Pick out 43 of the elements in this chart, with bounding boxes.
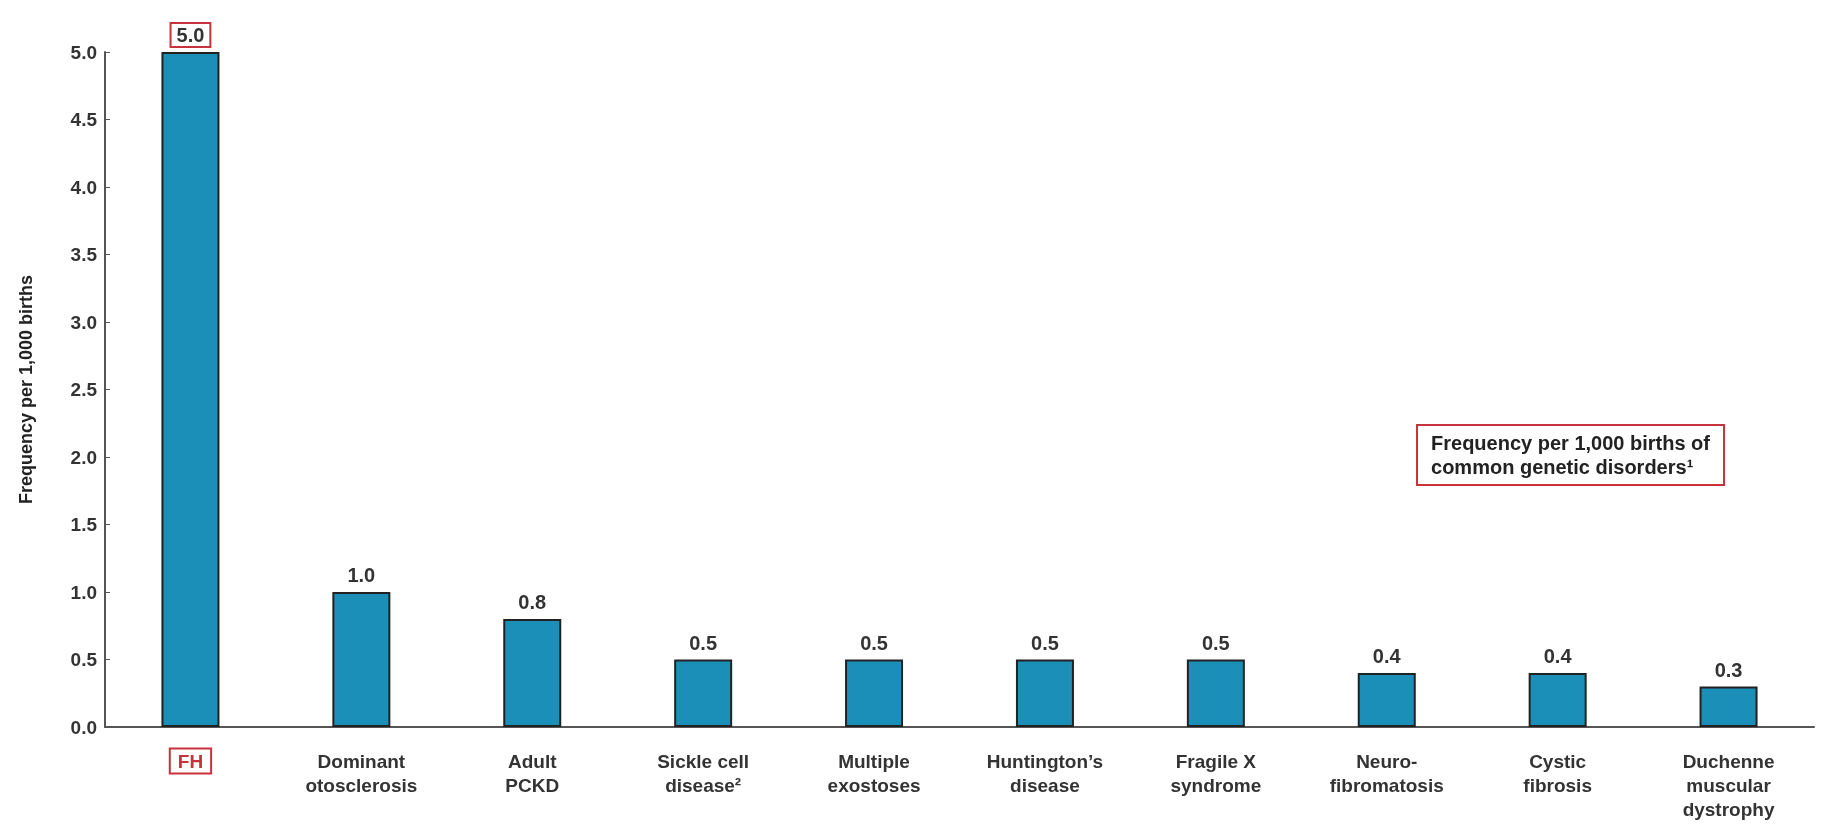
bar — [1699, 686, 1758, 727]
x-tick-label: FH — [177, 750, 204, 772]
x-tick-label: Multiple exostoses — [827, 750, 921, 796]
data-label: 0.5 — [860, 631, 888, 654]
x-tick-label: Cystic fibrosis — [1523, 750, 1592, 796]
y-tick-label: 4.5 — [70, 109, 98, 130]
data-label: 0.5 — [1031, 631, 1059, 654]
x-tick-label: Huntington’s disease — [986, 750, 1104, 796]
data-label: 0.3 — [1714, 658, 1743, 681]
bar — [332, 592, 391, 727]
data-label: 5.0 — [176, 24, 205, 46]
data-label: 0.8 — [518, 591, 547, 613]
bar — [845, 659, 904, 727]
bar — [1186, 659, 1245, 727]
bar — [1015, 659, 1074, 727]
bar — [1357, 673, 1416, 727]
bar — [503, 619, 562, 727]
x-tick-label: Adult PCKD — [505, 750, 560, 796]
y-tick-label: 2.0 — [70, 446, 97, 468]
y-tick-label: 1.5 — [70, 514, 98, 535]
data-label: 0.5 — [1201, 631, 1230, 654]
y-tick-label: 3.0 — [70, 311, 97, 333]
text: Frequency per 1,000 births of common genetic disorders¹ — [1431, 432, 1711, 478]
data-label: 0.4 — [1372, 645, 1402, 667]
x-tick-label: Neuro- fibromatosis — [1329, 750, 1444, 796]
bar — [1528, 673, 1587, 727]
bar — [161, 52, 220, 727]
y-tick-label: 0.0 — [70, 716, 97, 738]
data-label: 0.4 — [1543, 645, 1573, 667]
x-tick-label: Sickle cell disease² — [657, 750, 750, 796]
y-tick-label: 1.0 — [70, 581, 97, 603]
y-tick-label: 4.0 — [70, 176, 97, 198]
x-tick-label: Dominant otosclerosis — [305, 750, 418, 796]
bar — [674, 659, 733, 727]
x-tick-label: Duchenne muscular dystrophy — [1682, 750, 1775, 820]
y-tick-label: 0.5 — [70, 649, 98, 670]
data-label: 0.5 — [689, 631, 718, 654]
y-tick-label: 5.0 — [70, 41, 97, 63]
x-tick-label: Fragile X syndrome — [1170, 750, 1262, 796]
y-axis-title: Frequency per 1,000 births — [16, 274, 36, 505]
y-tick-label: 2.5 — [70, 379, 98, 400]
y-tick-label: 3.5 — [70, 244, 98, 265]
data-label: 1.0 — [347, 564, 376, 586]
